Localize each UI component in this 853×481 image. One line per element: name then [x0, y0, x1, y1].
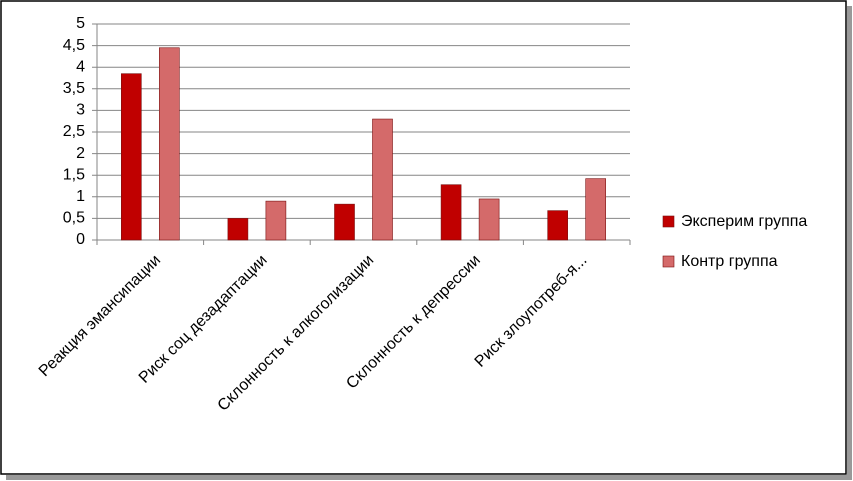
bar	[265, 200, 287, 241]
bar	[227, 218, 249, 241]
y-tick-label: 5	[76, 15, 85, 32]
y-tick-label: 1,5	[63, 166, 85, 183]
legend-swatch	[662, 255, 675, 268]
bar	[121, 73, 142, 241]
y-tick-label: 0,5	[63, 210, 85, 227]
y-tick-label: 2,5	[63, 123, 85, 140]
legend-label: Контр группа	[681, 253, 778, 270]
frame-shadow	[847, 6, 852, 478]
y-tick-label: 4	[76, 58, 85, 75]
bar	[334, 203, 355, 241]
bar	[372, 118, 393, 241]
y-tick-label: 3	[76, 102, 85, 119]
frame-shadow	[6, 475, 852, 480]
bar	[547, 210, 569, 241]
bar	[585, 178, 607, 241]
legend-label: Эксперим группа	[681, 213, 807, 230]
y-tick-label: 3,5	[63, 80, 85, 97]
y-tick-label: 4,5	[63, 37, 85, 54]
legend-swatch	[662, 215, 675, 228]
bar	[478, 198, 500, 241]
bar	[159, 47, 180, 241]
y-tick-label: 1	[76, 188, 85, 205]
bar	[440, 184, 462, 241]
y-tick-label: 0	[76, 231, 85, 248]
y-tick-label: 2	[76, 145, 85, 162]
